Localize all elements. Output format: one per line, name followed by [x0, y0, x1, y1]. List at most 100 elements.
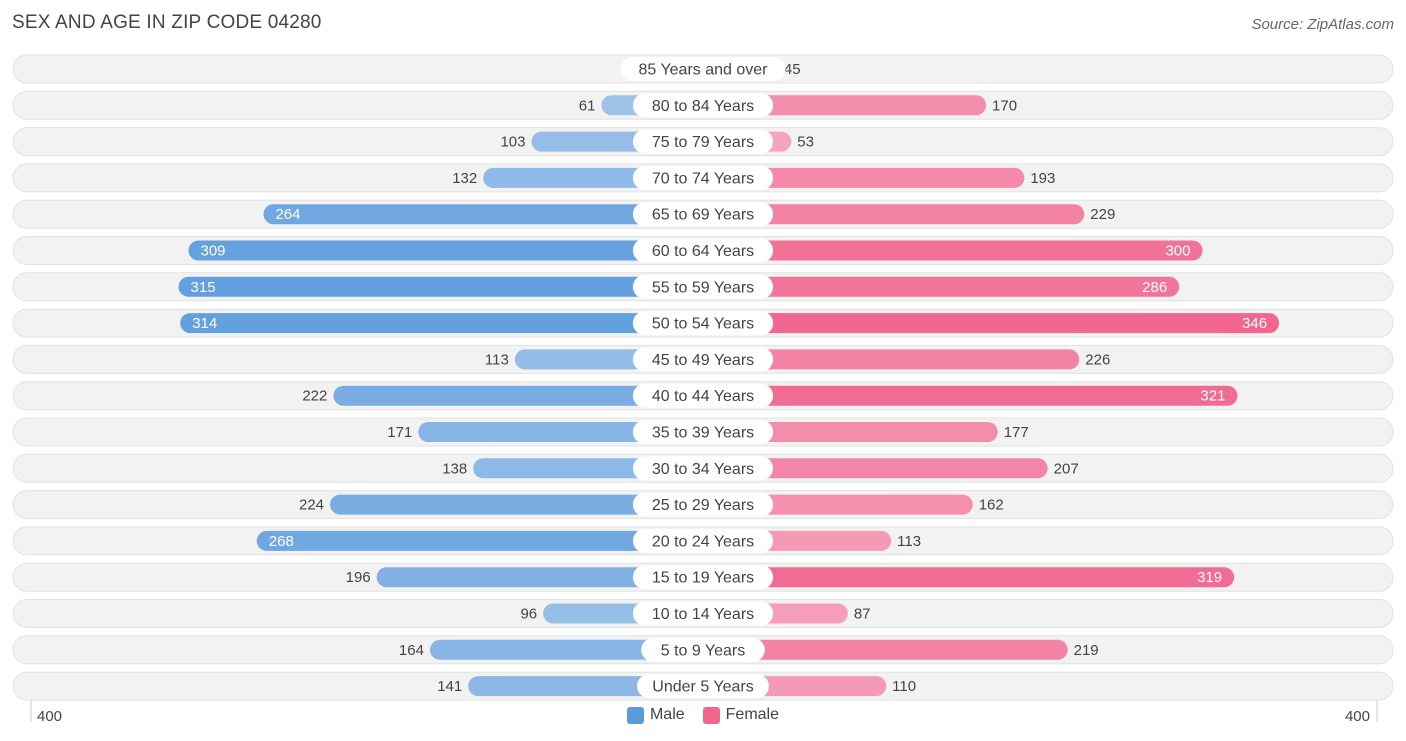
female-bar[interactable] [693, 204, 1085, 225]
category-pill [632, 165, 774, 190]
female-value-label: 300 [1165, 243, 1190, 260]
male-bar[interactable] [429, 639, 713, 660]
female-value-label: 321 [1200, 388, 1225, 405]
male-bar[interactable] [333, 385, 713, 406]
category-label: Under 5 Years [652, 679, 753, 696]
category-pill [637, 674, 769, 699]
male-bar[interactable] [256, 530, 713, 551]
male-bar[interactable] [376, 567, 713, 588]
male-swatch [626, 706, 644, 724]
female-value-label: 45 [784, 61, 801, 78]
female-bar[interactable] [693, 349, 1080, 370]
female-value-label: 319 [1197, 569, 1222, 586]
category-label: 45 to 49 Years [652, 352, 754, 369]
legend-item-female[interactable]: Female [702, 706, 780, 724]
legend-item-male[interactable]: Male [626, 706, 685, 724]
legend-female-label: Female [725, 706, 780, 723]
category-pill [632, 311, 774, 336]
category-pill [632, 528, 774, 553]
male-bar[interactable] [263, 204, 713, 225]
category-pill [632, 274, 774, 299]
male-value-label: 268 [269, 533, 294, 550]
category-label: 50 to 54 Years [652, 316, 754, 333]
female-value-label: 113 [897, 533, 921, 550]
category-label: 5 to 9 Years [661, 642, 746, 659]
category-label: 55 to 59 Years [652, 279, 754, 296]
male-value-label: 164 [399, 642, 424, 659]
female-value-label: 162 [979, 497, 1004, 514]
category-pill [632, 93, 774, 118]
category-label: 15 to 19 Years [652, 570, 754, 587]
chart-title: SEX AND AGE IN ZIP CODE 04280 [12, 12, 322, 33]
category-label: 75 to 79 Years [652, 134, 754, 151]
male-value-label: 264 [275, 206, 300, 223]
category-label: 70 to 74 Years [652, 170, 754, 187]
category-label: 40 to 44 Years [652, 388, 754, 405]
female-bar[interactable] [693, 167, 1025, 188]
category-pill [641, 637, 765, 662]
female-value-label: 219 [1074, 642, 1099, 659]
category-pill [632, 420, 774, 444]
category-label: 25 to 29 Years [652, 497, 754, 514]
male-value-label: 315 [191, 279, 216, 296]
male-value-label: 224 [299, 497, 324, 514]
female-bar[interactable] [693, 313, 1280, 334]
male-value-label: 196 [346, 569, 371, 586]
male-value-label: 171 [387, 424, 412, 441]
female-value-label: 87 [854, 606, 871, 623]
category-pill [632, 347, 774, 372]
category-pill [632, 492, 774, 517]
female-value-label: 177 [1004, 424, 1029, 441]
female-value-label: 286 [1142, 279, 1167, 296]
source-label: Source: ZipAtlas.com [1251, 16, 1394, 33]
category-label: 20 to 24 Years [652, 533, 754, 550]
category-label: 80 to 84 Years [652, 98, 754, 115]
female-value-label: 110 [892, 678, 916, 695]
axis-right-label: 400 [1344, 708, 1370, 725]
category-pill [632, 129, 774, 154]
axis-left-label: 400 [37, 708, 63, 725]
male-value-label: 141 [437, 678, 462, 695]
male-bar[interactable] [180, 313, 713, 334]
female-bar[interactable] [693, 639, 1068, 660]
female-bar[interactable] [693, 240, 1203, 261]
category-label: 10 to 14 Years [652, 606, 754, 623]
male-value-label: 61 [579, 97, 596, 114]
female-bar[interactable] [693, 385, 1238, 406]
category-pill [632, 456, 774, 481]
male-value-label: 138 [442, 460, 467, 477]
female-bar[interactable] [693, 276, 1180, 297]
female-bar[interactable] [693, 458, 1048, 479]
female-value-label: 226 [1085, 351, 1110, 368]
category-pill [632, 601, 774, 626]
category-pill [632, 238, 774, 263]
female-bar[interactable] [693, 567, 1235, 588]
category-label: 60 to 64 Years [652, 243, 754, 260]
male-value-label: 96 [520, 606, 537, 623]
female-value-label: 346 [1242, 315, 1267, 332]
male-value-label: 314 [192, 315, 217, 332]
female-value-label: 53 [797, 134, 814, 151]
male-value-label: 309 [201, 243, 226, 260]
category-pill [632, 565, 774, 590]
female-swatch [702, 706, 720, 724]
male-value-label: 132 [452, 170, 477, 187]
category-pill [632, 383, 774, 408]
category-label: 30 to 34 Years [652, 461, 754, 478]
legend-male-label: Male [649, 706, 685, 723]
male-value-label: 222 [302, 388, 327, 405]
category-label: 65 to 69 Years [652, 207, 754, 224]
male-bar[interactable] [188, 240, 713, 261]
category-pill [632, 202, 774, 227]
category-label: 85 Years and over [639, 62, 769, 79]
female-value-label: 193 [1030, 170, 1055, 187]
category-label: 35 to 39 Years [652, 425, 754, 442]
legend: Male Female [0, 706, 1406, 724]
male-value-label: 103 [500, 134, 525, 151]
male-value-label: 113 [485, 351, 509, 368]
female-value-label: 170 [992, 97, 1017, 114]
female-value-label: 229 [1090, 206, 1115, 223]
male-bar[interactable] [178, 276, 713, 297]
male-bar[interactable] [330, 494, 713, 515]
female-value-label: 207 [1054, 460, 1079, 477]
